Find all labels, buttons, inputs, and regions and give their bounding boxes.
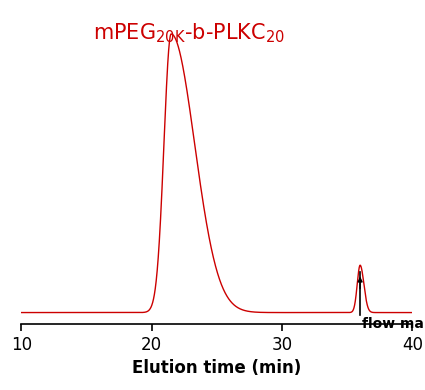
Text: mPEG$_{\mathregular{20K}}$-b-PLKC$_{\mathregular{20}}$: mPEG$_{\mathregular{20K}}$-b-PLKC$_{\mat… [94, 21, 285, 45]
Text: flow marker: flow marker [362, 317, 425, 331]
X-axis label: Elution time (min): Elution time (min) [132, 359, 301, 377]
